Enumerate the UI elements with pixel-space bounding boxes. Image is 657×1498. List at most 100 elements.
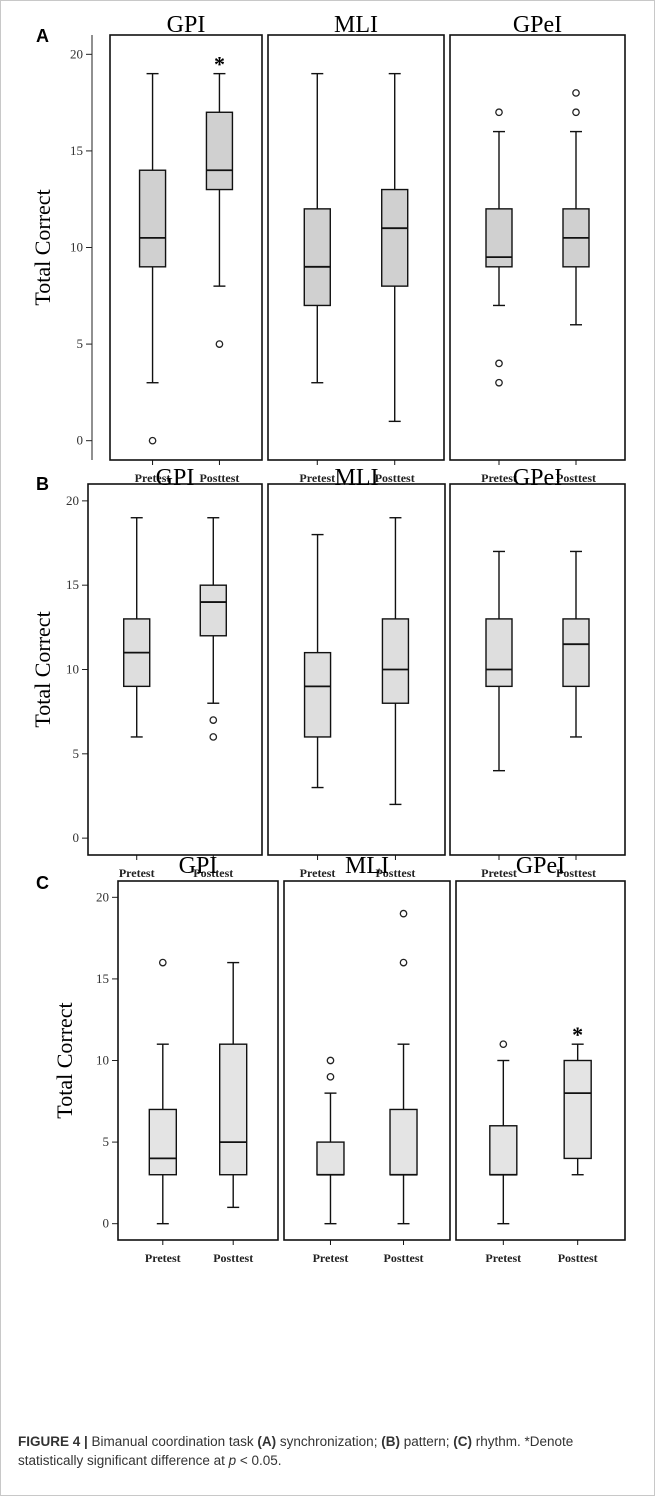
x-tick-label: Posttest bbox=[556, 471, 596, 485]
group-frame-gpi bbox=[117, 880, 279, 1241]
box-iqr bbox=[138, 169, 167, 268]
x-tick-label: Posttest bbox=[213, 1251, 253, 1265]
y-tick-label: 0 bbox=[77, 433, 84, 448]
x-tick-label: Pretest bbox=[481, 866, 517, 880]
box-iqr bbox=[485, 618, 513, 688]
group-title-gpei: GPeI bbox=[516, 853, 565, 879]
box-iqr bbox=[489, 1125, 518, 1176]
outlier-point bbox=[495, 359, 503, 368]
x-tick-label: Posttest bbox=[556, 866, 596, 880]
group-frame-mli bbox=[283, 880, 451, 1241]
y-tick-label: 20 bbox=[66, 493, 79, 508]
y-tick-label: 5 bbox=[73, 746, 80, 761]
outlier-point bbox=[326, 1056, 335, 1065]
caption-text-2: synchronization; bbox=[276, 1434, 382, 1449]
group-title-mli: MLI bbox=[335, 465, 379, 491]
box-iqr bbox=[316, 1141, 345, 1176]
x-tick-label: Posttest bbox=[384, 1251, 424, 1265]
panel-letter-b: B bbox=[36, 474, 49, 494]
significance-star: * bbox=[214, 52, 225, 77]
outlier-point bbox=[572, 89, 580, 97]
y-axis-label: Total Correct bbox=[30, 189, 55, 305]
y-tick-label: 10 bbox=[70, 240, 83, 255]
box-iqr bbox=[389, 1108, 418, 1176]
group-title-mli: MLI bbox=[345, 853, 389, 879]
caption-text-3: pattern; bbox=[399, 1434, 454, 1449]
group-frame-gpei bbox=[455, 880, 626, 1241]
outlier-point bbox=[209, 716, 218, 724]
outlier-point bbox=[158, 958, 167, 967]
group-frame-gpei bbox=[449, 34, 626, 461]
box-iqr bbox=[562, 618, 590, 688]
group-frame-mli bbox=[267, 34, 445, 461]
box-iqr bbox=[381, 618, 410, 704]
x-tick-label: Posttest bbox=[199, 471, 239, 485]
outlier-point bbox=[148, 436, 157, 445]
panel-letter-a: A bbox=[36, 26, 49, 46]
x-tick-label: Pretest bbox=[135, 471, 171, 485]
x-tick-label: Pretest bbox=[313, 1251, 349, 1265]
panel-letter-c: C bbox=[36, 873, 49, 893]
figure-caption: FIGURE 4 | Bimanual coordination task (A… bbox=[18, 1432, 638, 1470]
caption-ref-c: (C) bbox=[453, 1434, 472, 1449]
caption-p-symbol: p bbox=[228, 1453, 237, 1468]
outlier-point bbox=[215, 340, 224, 348]
caption-label: FIGURE 4 | bbox=[18, 1434, 88, 1449]
outlier-point bbox=[209, 733, 218, 741]
y-tick-label: 15 bbox=[66, 577, 79, 592]
caption-ref-a: (A) bbox=[257, 1434, 277, 1449]
box-iqr bbox=[485, 208, 513, 268]
group-frame-gpei bbox=[449, 483, 626, 856]
box-iqr bbox=[205, 111, 234, 191]
group-frame-mli bbox=[267, 483, 446, 856]
outlier-point bbox=[326, 1072, 335, 1081]
outlier-point bbox=[499, 1040, 508, 1049]
x-tick-label: Pretest bbox=[300, 866, 336, 880]
x-tick-label: Pretest bbox=[299, 471, 335, 485]
y-tick-label: 10 bbox=[96, 1053, 109, 1068]
x-tick-label: Pretest bbox=[119, 866, 155, 880]
y-tick-label: 5 bbox=[103, 1134, 110, 1149]
box-iqr bbox=[381, 188, 409, 287]
group-title-mli: MLI bbox=[334, 12, 378, 38]
y-tick-label: 5 bbox=[77, 336, 84, 351]
caption-text-1: Bimanual coordination task bbox=[87, 1434, 258, 1449]
outlier-point bbox=[399, 909, 408, 918]
y-tick-label: 10 bbox=[66, 662, 79, 677]
group-title-gpei: GPeI bbox=[513, 12, 562, 38]
y-axis-label: Total Correct bbox=[30, 611, 55, 727]
x-tick-label: Posttest bbox=[558, 1251, 598, 1265]
y-tick-label: 0 bbox=[103, 1216, 110, 1231]
group-title-gpi: GPI bbox=[156, 465, 195, 491]
y-tick-label: 15 bbox=[96, 971, 109, 986]
x-tick-label: Pretest bbox=[485, 1251, 521, 1265]
outlier-point bbox=[399, 958, 408, 967]
group-title-gpei: GPeI bbox=[513, 465, 562, 491]
x-tick-label: Pretest bbox=[145, 1251, 181, 1265]
caption-ref-b: (B) bbox=[381, 1434, 400, 1449]
x-tick-label: Pretest bbox=[481, 471, 517, 485]
box-iqr bbox=[303, 651, 332, 738]
caption-text-4: rhythm. *Denote statistically significan… bbox=[18, 1434, 574, 1468]
outlier-point bbox=[495, 378, 503, 387]
group-title-gpi: GPI bbox=[167, 12, 206, 38]
x-tick-label: Posttest bbox=[193, 866, 233, 880]
group-frame-gpi bbox=[87, 483, 263, 856]
box-iqr bbox=[563, 1059, 592, 1160]
y-tick-label: 0 bbox=[73, 830, 80, 845]
x-tick-label: Posttest bbox=[375, 866, 415, 880]
box-iqr bbox=[303, 208, 331, 307]
caption-text-5: < 0.05. bbox=[236, 1453, 282, 1468]
outlier-point bbox=[572, 108, 580, 117]
y-tick-label: 20 bbox=[70, 46, 83, 61]
y-tick-label: 20 bbox=[96, 889, 109, 904]
y-axis-label: Total Correct bbox=[52, 1002, 77, 1118]
group-title-gpi: GPI bbox=[179, 853, 218, 879]
outlier-point bbox=[495, 108, 503, 117]
group-frame-gpi bbox=[109, 34, 263, 461]
box-iqr bbox=[199, 584, 227, 637]
box-iqr bbox=[148, 1108, 178, 1176]
y-tick-label: 15 bbox=[70, 143, 83, 158]
